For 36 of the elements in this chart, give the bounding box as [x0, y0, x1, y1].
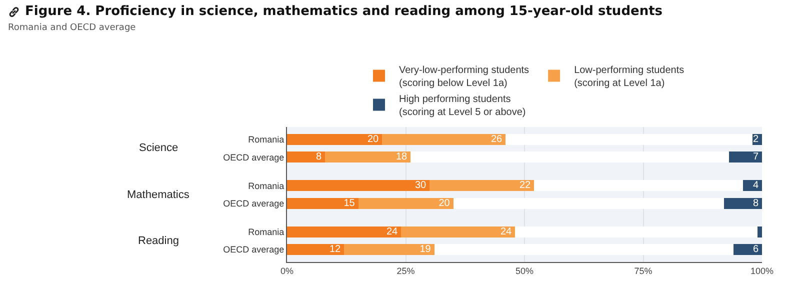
y-tick-label: OECD average [223, 152, 284, 162]
x-tick-label: 0% [280, 266, 294, 276]
x-tick-label: 100% [750, 266, 774, 276]
x-tick-label: 50% [515, 266, 534, 276]
data-label: 24 [500, 226, 512, 238]
legend-label: Low-performing students (scoring at Level 1a) [574, 65, 684, 90]
x-tick-label: 25% [396, 266, 415, 276]
data-label: 7 [753, 152, 759, 163]
data-label: 12 [329, 244, 341, 256]
data-label: 15 [344, 198, 356, 209]
text: Mathematics [127, 189, 190, 201]
y-tick-label: Romania [248, 180, 284, 191]
y-tick-label: OECD average [223, 198, 284, 209]
data-label: 30 [414, 180, 426, 192]
legend-label: Very-low-performing students (scoring below Level 1a) [399, 65, 530, 90]
text: Romania and OECD average [8, 23, 137, 33]
data-label: 8 [316, 152, 322, 163]
data-label: 22 [519, 180, 531, 192]
data-label: 26 [490, 134, 502, 145]
x-tick-label: 75% [634, 266, 652, 276]
data-label: 24 [386, 226, 398, 238]
y-tick-label: Romania [248, 134, 284, 145]
chart-title: Figure 4. Proficiency in science, mathematics and reading among 15-year-old students [25, 4, 663, 19]
data-label: 6 [753, 244, 759, 256]
text: Reading [138, 235, 179, 247]
legend-label: High performing students (scoring at Level 5 or above) [399, 94, 526, 118]
data-label: 19 [420, 244, 432, 256]
y-tick-label: OECD average [223, 244, 284, 255]
data-label: 20 [438, 198, 450, 209]
data-label: 20 [367, 134, 379, 145]
text: Science [139, 142, 178, 154]
y-tick-label: Romania [248, 226, 284, 237]
data-label: 4 [753, 180, 759, 192]
data-label: 18 [396, 152, 408, 163]
data-label: 8 [753, 198, 759, 209]
data-label: 2 [753, 134, 759, 145]
